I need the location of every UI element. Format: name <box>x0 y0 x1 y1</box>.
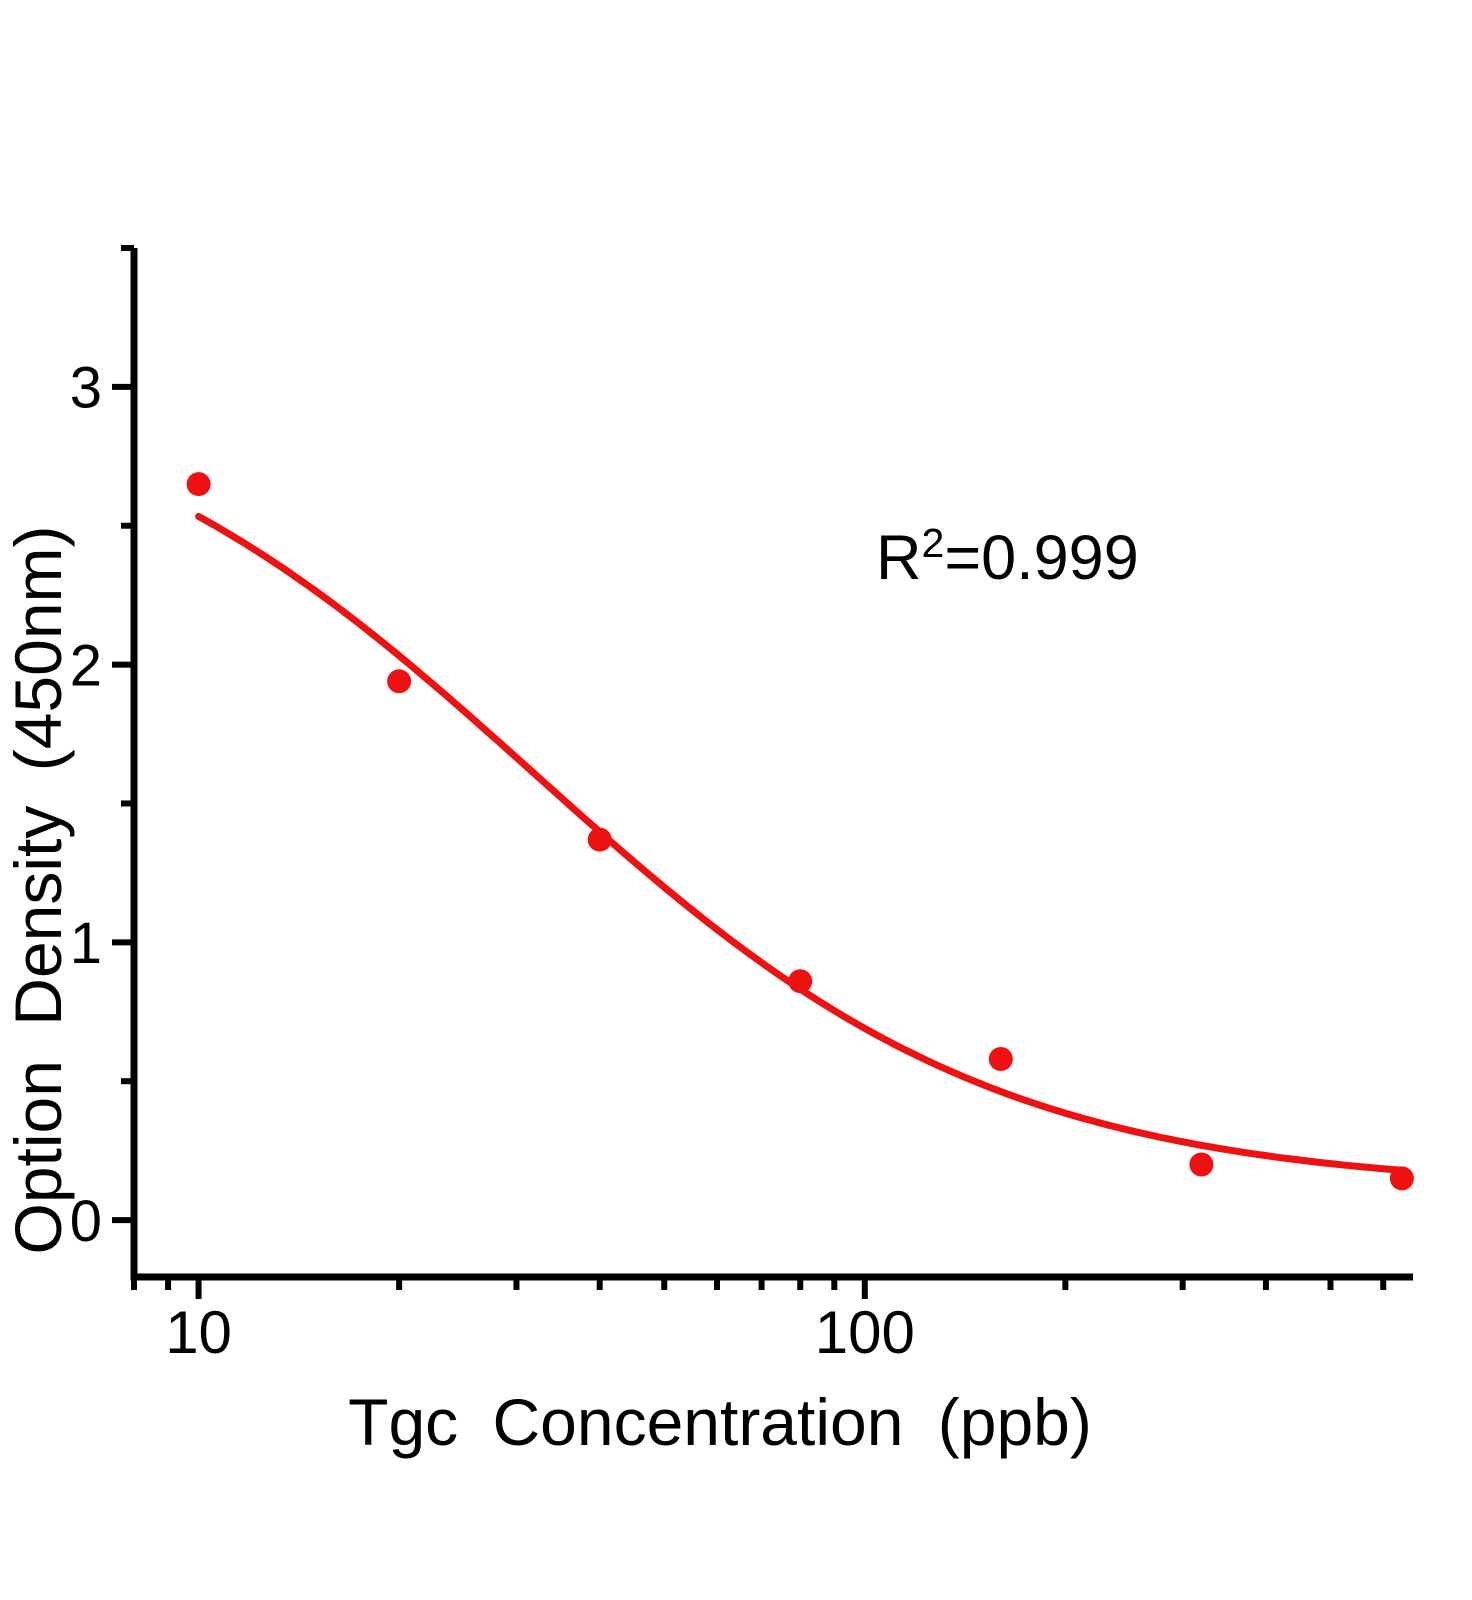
r-squared-value: =0.999 <box>944 523 1139 593</box>
x-tick-label: 100 <box>815 1299 915 1366</box>
y-tick-label: 1 <box>70 911 102 976</box>
data-point <box>988 1047 1013 1071</box>
data-point <box>1189 1152 1214 1177</box>
y-tick-label: 0 <box>70 1189 102 1254</box>
data-point <box>1389 1166 1414 1191</box>
x-axis-title: Tgc Concentration (ppb) <box>348 1385 1092 1459</box>
axes-spine <box>130 248 1413 1281</box>
y-tick-label: 3 <box>70 356 102 421</box>
r-squared-exponent: 2 <box>921 520 945 566</box>
y-tick-label: 2 <box>70 633 102 698</box>
x-tick-label: 10 <box>165 1299 232 1366</box>
data-point <box>587 827 612 852</box>
r-squared-base: R <box>876 523 922 593</box>
fit-curve-line <box>195 512 1406 1174</box>
data-point <box>387 669 412 694</box>
y-axis-title: Option Density (450nm) <box>1 525 75 1255</box>
data-point <box>186 472 211 497</box>
r-squared-annotation: R2=0.999 <box>876 523 1139 590</box>
data-point <box>788 969 813 994</box>
